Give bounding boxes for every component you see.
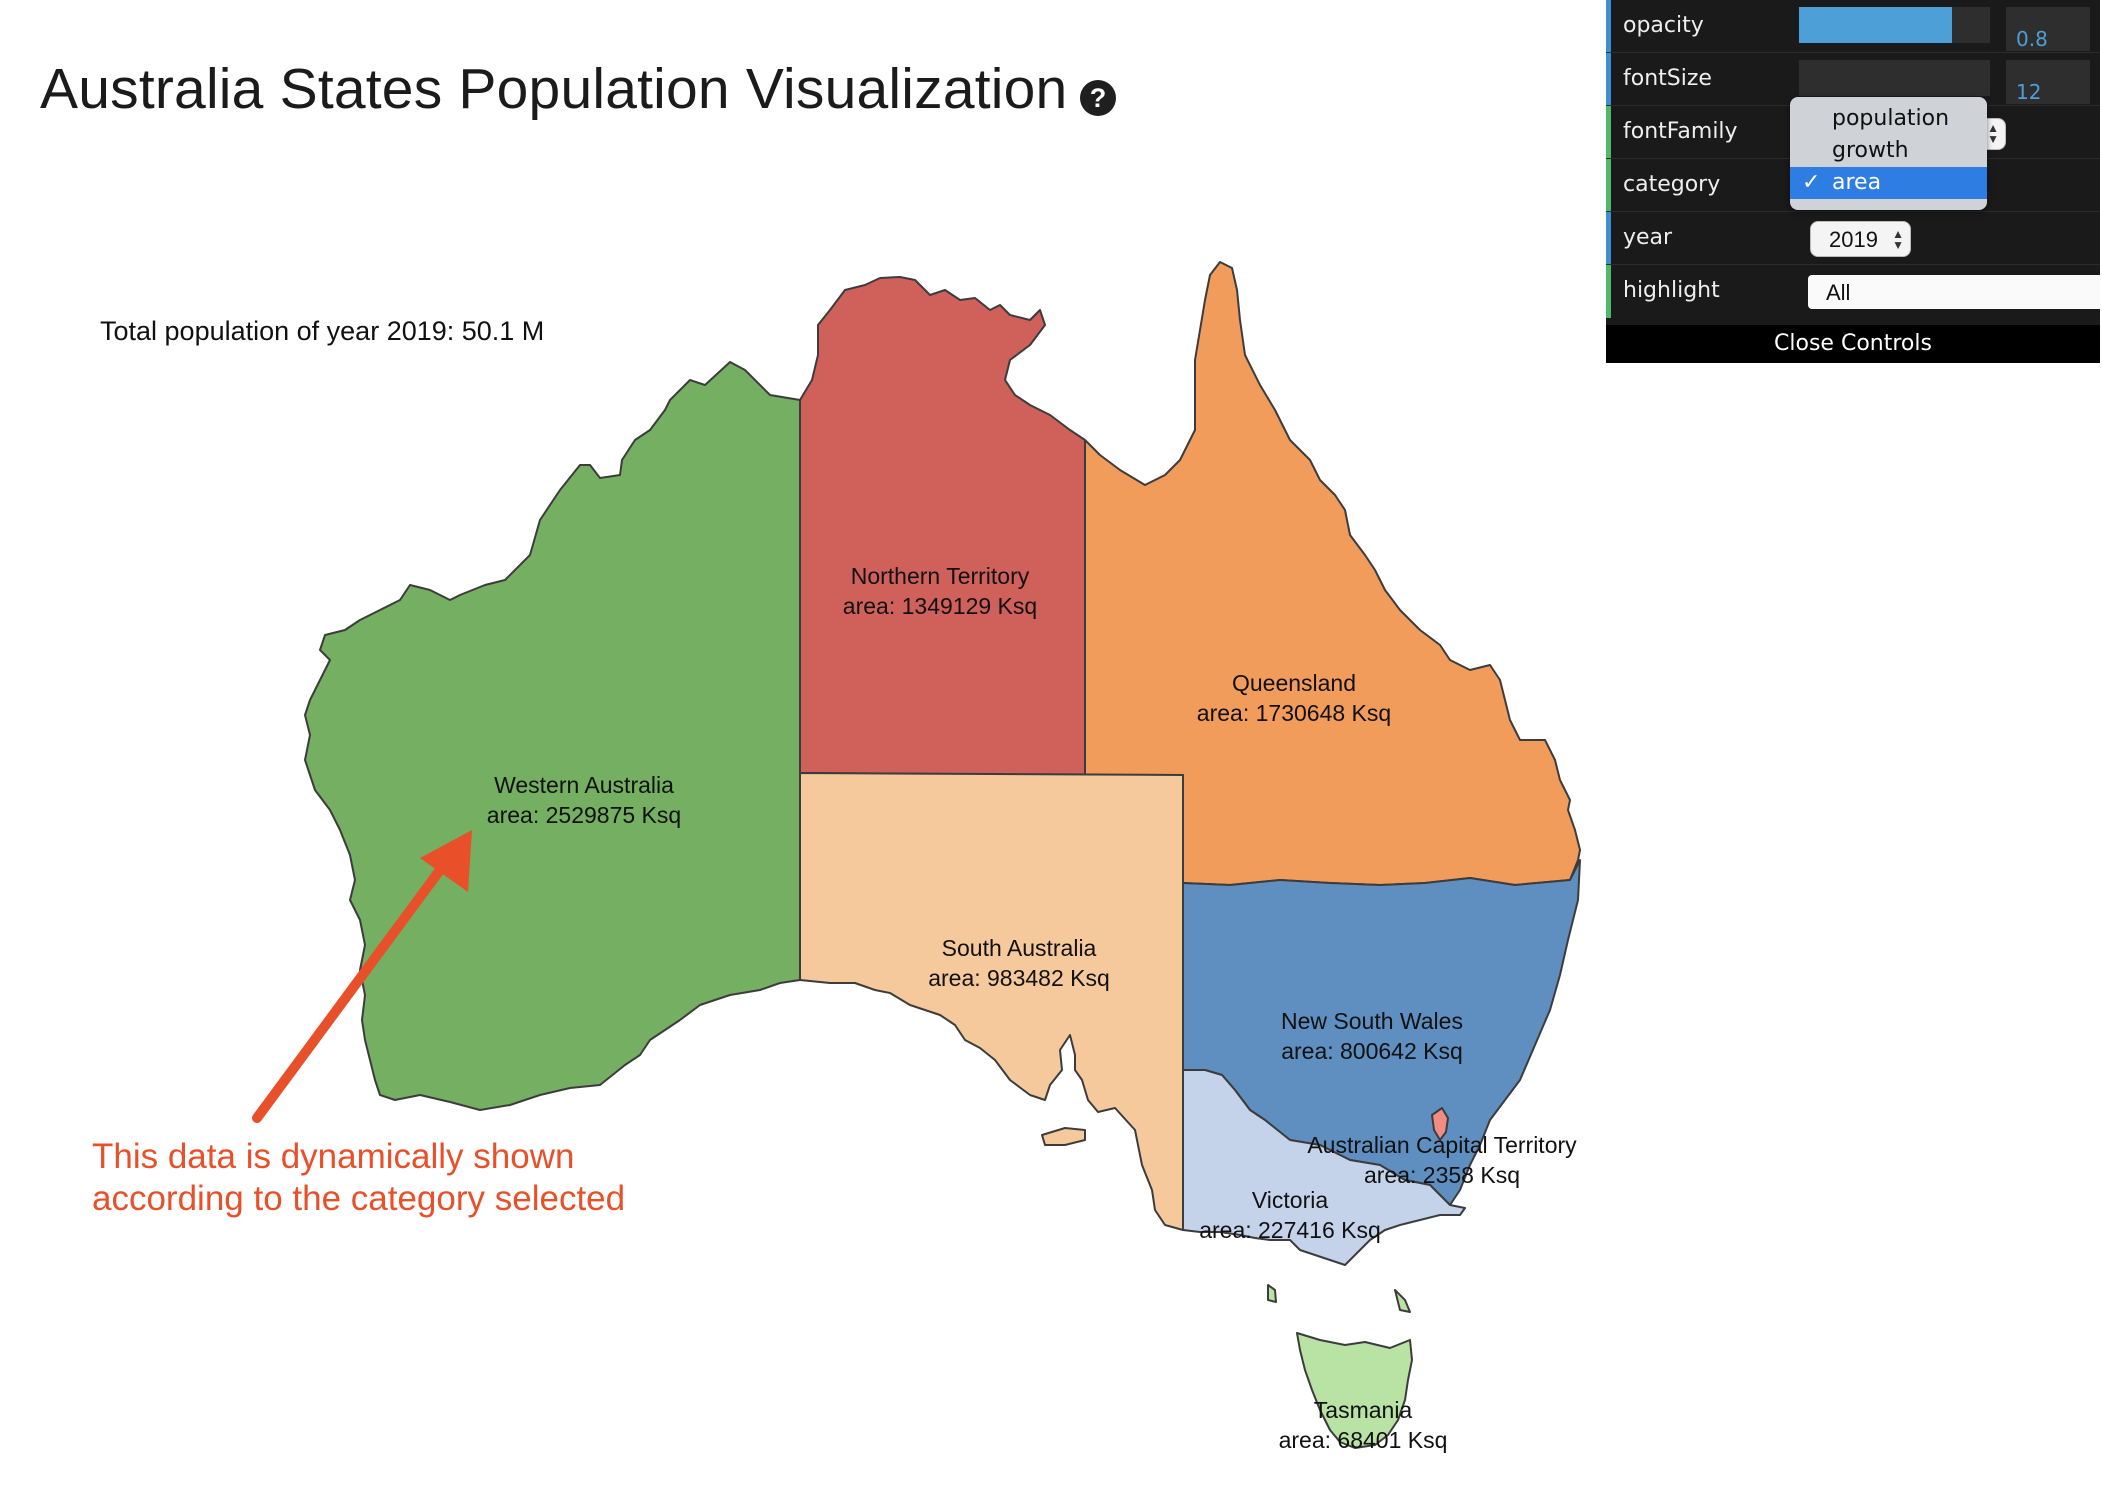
- region-western-australia-island: [1267, 1284, 1277, 1303]
- annotation-line-1: This data is dynamically shown: [92, 1137, 575, 1176]
- checkmark-icon: ✓: [1802, 170, 1821, 195]
- control-category-label: category: [1623, 172, 1721, 197]
- annotation-note: This data is dynamically shown according…: [92, 1136, 625, 1220]
- control-opacity: opacity 0.8: [1606, 0, 2100, 53]
- control-category: category: [1606, 159, 2100, 212]
- chevron-updown-icon: ▲ ▼: [1892, 227, 1904, 252]
- year-select[interactable]: 2019 ▲ ▼: [1810, 221, 1911, 257]
- region-northern-territory[interactable]: [799, 276, 1086, 776]
- opacity-value-field[interactable]: 0.8: [2006, 7, 2090, 51]
- control-fontsize-label: fontSize: [1623, 66, 1712, 91]
- label-act-value: area: 2358 Ksq: [1364, 1162, 1520, 1188]
- total-population-text: Total population of year 2019: 50.1 M: [100, 316, 545, 346]
- category-option-population[interactable]: population: [1832, 106, 1950, 131]
- control-fontfamily-label: fontFamily: [1623, 119, 1738, 144]
- label-act-name: Australian Capital Territory: [1307, 1132, 1577, 1158]
- category-option-area[interactable]: ✓ area: [1790, 167, 1987, 199]
- label-northern-territory-value: area: 1349129 Ksq: [843, 593, 1037, 619]
- region-kangaroo-island: [1041, 1127, 1086, 1146]
- region-western-australia[interactable]: [304, 361, 801, 1111]
- label-queensland-value: area: 1730648 Ksq: [1197, 700, 1391, 726]
- control-highlight: highlight All: [1606, 265, 2100, 318]
- label-victoria-name: Victoria: [1252, 1187, 1328, 1213]
- control-year: year 2019 ▲ ▼: [1606, 212, 2100, 265]
- close-controls-button[interactable]: Close Controls: [1606, 325, 2100, 363]
- label-queensland-name: Queensland: [1232, 670, 1356, 696]
- page-title: Australia States Population Visualizatio…: [40, 57, 1068, 121]
- label-western-australia-value: area: 2529875 Ksq: [487, 802, 681, 828]
- help-icon[interactable]: ?: [1080, 80, 1116, 116]
- annotation-line-2: according to the category selected: [92, 1179, 626, 1218]
- region-flinders-island: [1394, 1289, 1411, 1313]
- control-opacity-label: opacity: [1623, 13, 1704, 38]
- fontsize-value-field[interactable]: 12: [2006, 60, 2090, 104]
- label-new-south-wales-value: area: 800642 Ksq: [1281, 1038, 1463, 1064]
- label-victoria-value: area: 227416 Ksq: [1199, 1217, 1381, 1243]
- year-select-value: 2019: [1829, 227, 1878, 252]
- opacity-slider[interactable]: [1799, 7, 1990, 43]
- region-tasmania[interactable]: [1296, 1332, 1413, 1449]
- label-south-australia-value: area: 983482 Ksq: [928, 965, 1110, 991]
- category-option-growth[interactable]: growth: [1832, 138, 1909, 163]
- region-south-australia[interactable]: [799, 772, 1184, 1231]
- control-year-label: year: [1623, 225, 1673, 250]
- region-act[interactable]: [1431, 1107, 1449, 1141]
- control-highlight-label: highlight: [1623, 278, 1720, 303]
- opacity-slider-fill: [1799, 7, 1952, 43]
- category-dropdown[interactable]: population growth ✓ area: [1790, 97, 1987, 210]
- label-south-australia-name: South Australia: [942, 935, 1097, 961]
- label-northern-territory-name: Northern Territory: [851, 563, 1030, 589]
- chevron-updown-icon: ▲ ▼: [1987, 121, 1999, 146]
- label-new-south-wales-name: New South Wales: [1281, 1008, 1463, 1034]
- highlight-input[interactable]: All: [1808, 275, 2100, 309]
- label-tasmania-name: Tasmania: [1314, 1397, 1413, 1423]
- control-fontsize: fontSize 12: [1606, 53, 2100, 106]
- region-victoria[interactable]: [1182, 1069, 1466, 1266]
- label-western-australia-name: Western Australia: [494, 772, 674, 798]
- fontsize-slider[interactable]: [1799, 60, 1990, 96]
- label-tasmania-value: area: 68401 Ksq: [1279, 1427, 1448, 1453]
- annotation-arrow: [252, 830, 472, 1123]
